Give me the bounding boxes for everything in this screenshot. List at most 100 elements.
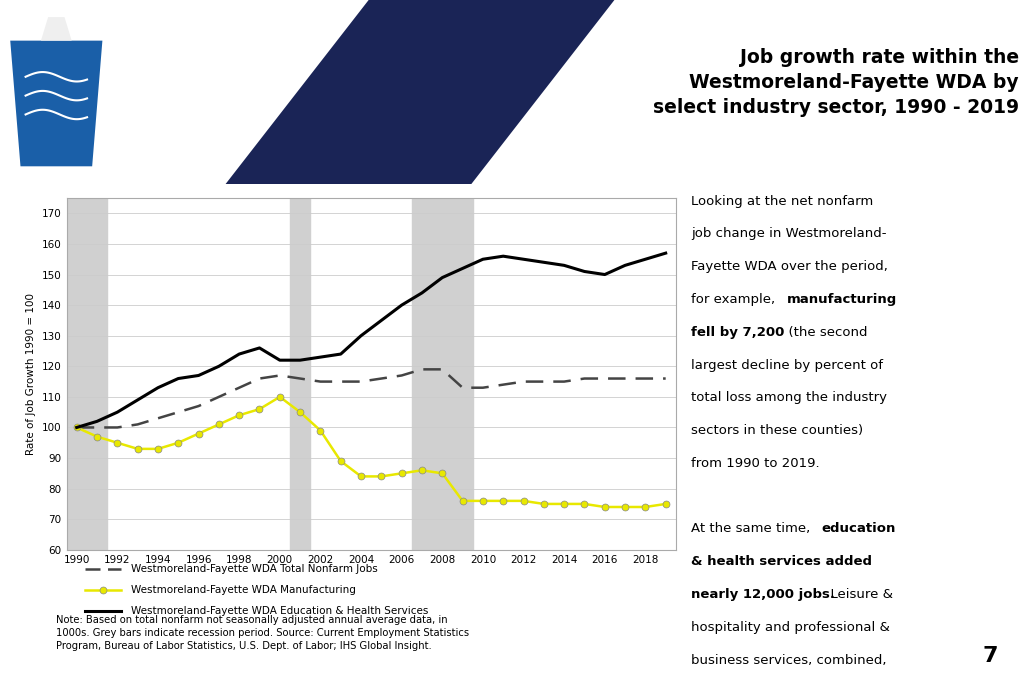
Westmoreland-Fayette WDA Manufacturing [395,469,408,477]
Westmoreland-Fayette WDA Education & Health Services [416,289,428,297]
Westmoreland-Fayette WDA Total Nonfarm Jobs [375,374,387,382]
Westmoreland-Fayette WDA Education & Health Services [131,396,143,404]
Text: Westmoreland-Fayette WDA Manufacturing: Westmoreland-Fayette WDA Manufacturing [130,585,355,596]
Text: Leisure &: Leisure & [821,588,893,601]
Westmoreland-Fayette WDA Manufacturing [517,497,529,505]
Westmoreland-Fayette WDA Manufacturing [618,503,631,511]
Westmoreland-Fayette WDA Education & Health Services [172,374,184,382]
Westmoreland-Fayette WDA Manufacturing [91,432,103,441]
Westmoreland-Fayette WDA Education & Health Services [112,408,124,416]
Westmoreland-Fayette WDA Manufacturing [497,497,509,505]
Text: job change in Westmoreland-: job change in Westmoreland- [691,227,887,240]
Text: sectors in these counties): sectors in these counties) [691,424,863,437]
Bar [67,198,108,550]
Westmoreland-Fayette WDA Education & Health Services [355,332,368,340]
Westmoreland-Fayette WDA Education & Health Services [457,264,469,273]
Polygon shape [225,0,614,184]
Westmoreland-Fayette WDA Education & Health Services [436,273,449,281]
Westmoreland-Fayette WDA Total Nonfarm Jobs [294,374,306,382]
Westmoreland-Fayette WDA Total Nonfarm Jobs [558,378,570,386]
Westmoreland-Fayette WDA Manufacturing [273,393,286,401]
Text: business services, combined,: business services, combined, [691,654,887,667]
Westmoreland-Fayette WDA Education & Health Services [395,301,408,309]
Westmoreland-Fayette WDA Manufacturing [659,500,672,508]
Westmoreland-Fayette WDA Manufacturing [599,503,611,511]
Text: Westmoreland-Fayette WDA Total Nonfarm Jobs: Westmoreland-Fayette WDA Total Nonfarm J… [130,564,377,574]
Text: largest decline by percent of: largest decline by percent of [691,359,883,372]
Westmoreland-Fayette WDA Total Nonfarm Jobs [273,372,286,380]
Westmoreland-Fayette WDA Manufacturing [416,466,428,475]
Westmoreland-Fayette WDA Education & Health Services [599,270,611,279]
Westmoreland-Fayette WDA Education & Health Services [579,267,591,275]
Westmoreland-Fayette WDA Manufacturing [294,408,306,416]
Westmoreland-Fayette WDA Total Nonfarm Jobs [477,384,489,392]
Westmoreland-Fayette WDA Total Nonfarm Jobs [416,365,428,374]
Text: for example,: for example, [691,293,783,306]
Westmoreland-Fayette WDA Manufacturing [477,497,489,505]
Westmoreland-Fayette WDA Manufacturing [131,445,143,453]
Westmoreland-Fayette WDA Education & Health Services [233,350,246,358]
Westmoreland-Fayette WDA Total Nonfarm Jobs [659,374,672,382]
Text: (the second: (the second [780,326,868,339]
Westmoreland-Fayette WDA Manufacturing [112,438,124,447]
Westmoreland-Fayette WDA Total Nonfarm Jobs [395,372,408,380]
Westmoreland-Fayette WDA Total Nonfarm Jobs [436,365,449,374]
Westmoreland-Fayette WDA Education & Health Services [375,316,387,324]
Text: Fayette WDA over the period,: Fayette WDA over the period, [691,260,888,273]
Westmoreland-Fayette WDA Education & Health Services [91,417,103,426]
Westmoreland-Fayette WDA Total Nonfarm Jobs [335,378,347,386]
Westmoreland-Fayette WDA Education & Health Services [639,255,651,264]
Y-axis label: Rate of Job Growth 1990 = 100: Rate of Job Growth 1990 = 100 [27,293,37,455]
Westmoreland-Fayette WDA Manufacturing [253,405,265,413]
Westmoreland-Fayette WDA Total Nonfarm Jobs [91,423,103,432]
Westmoreland-Fayette WDA Total Nonfarm Jobs [172,408,184,416]
Westmoreland-Fayette WDA Education & Health Services [659,249,672,257]
Westmoreland-Fayette WDA Manufacturing [375,473,387,481]
Westmoreland-Fayette WDA Education & Health Services [314,353,327,361]
Text: At the same time,: At the same time, [691,522,819,535]
Westmoreland-Fayette WDA Education & Health Services [294,356,306,364]
Westmoreland-Fayette WDA Manufacturing [579,500,591,508]
Westmoreland-Fayette WDA Manufacturing [172,438,184,447]
Westmoreland-Fayette WDA Total Nonfarm Jobs [355,378,368,386]
Westmoreland-Fayette WDA Manufacturing [457,497,469,505]
Westmoreland-Fayette WDA Education & Health Services [618,262,631,270]
Westmoreland-Fayette WDA Education & Health Services [213,362,225,370]
Bar [290,198,310,550]
Westmoreland-Fayette WDA Manufacturing [152,445,164,453]
Westmoreland-Fayette WDA Education & Health Services [497,252,509,260]
Text: manufacturing: manufacturing [787,293,897,306]
Westmoreland-Fayette WDA Total Nonfarm Jobs [253,374,265,382]
Westmoreland-Fayette WDA Total Nonfarm Jobs [579,374,591,382]
Westmoreland-Fayette WDA Manufacturing [639,503,651,511]
Westmoreland-Fayette WDA Total Nonfarm Jobs [457,384,469,392]
Westmoreland-Fayette WDA Manufacturing [558,500,570,508]
Text: fell by 7,200: fell by 7,200 [691,326,784,339]
Westmoreland-Fayette WDA Total Nonfarm Jobs [517,378,529,386]
Bar [412,198,473,550]
Text: education: education [821,522,896,535]
Westmoreland-Fayette WDA Education & Health Services [253,344,265,352]
Westmoreland-Fayette WDA Total Nonfarm Jobs [538,378,550,386]
Westmoreland-Fayette WDA Education & Health Services [273,356,286,364]
Text: Job growth rate within the
Westmoreland-Fayette WDA by
select industry sector, 1: Job growth rate within the Westmoreland-… [652,48,1019,117]
Line: Westmoreland-Fayette WDA Education & Health Services: Westmoreland-Fayette WDA Education & Hea… [77,253,666,428]
Westmoreland-Fayette WDA Manufacturing [335,457,347,465]
Westmoreland-Fayette WDA Manufacturing [193,430,205,438]
Westmoreland-Fayette WDA Manufacturing [538,500,550,508]
Text: hospitality and professional &: hospitality and professional & [691,621,890,634]
Westmoreland-Fayette WDA Total Nonfarm Jobs [131,420,143,428]
Westmoreland-Fayette WDA Education & Health Services [335,350,347,358]
Westmoreland-Fayette WDA Education & Health Services [152,384,164,392]
Westmoreland-Fayette WDA Total Nonfarm Jobs [193,402,205,410]
Westmoreland-Fayette WDA Total Nonfarm Jobs [71,423,83,432]
Text: total loss among the industry: total loss among the industry [691,391,887,404]
Text: Westmoreland-Fayette WDA Education & Health Services: Westmoreland-Fayette WDA Education & Hea… [130,606,428,615]
Westmoreland-Fayette WDA Education & Health Services [71,423,83,432]
Text: 7: 7 [983,646,998,666]
Westmoreland-Fayette WDA Total Nonfarm Jobs [112,423,124,432]
Line: Westmoreland-Fayette WDA Total Nonfarm Jobs: Westmoreland-Fayette WDA Total Nonfarm J… [77,370,666,428]
Westmoreland-Fayette WDA Manufacturing [355,473,368,481]
Text: from 1990 to 2019.: from 1990 to 2019. [691,457,820,470]
Westmoreland-Fayette WDA Education & Health Services [517,255,529,264]
